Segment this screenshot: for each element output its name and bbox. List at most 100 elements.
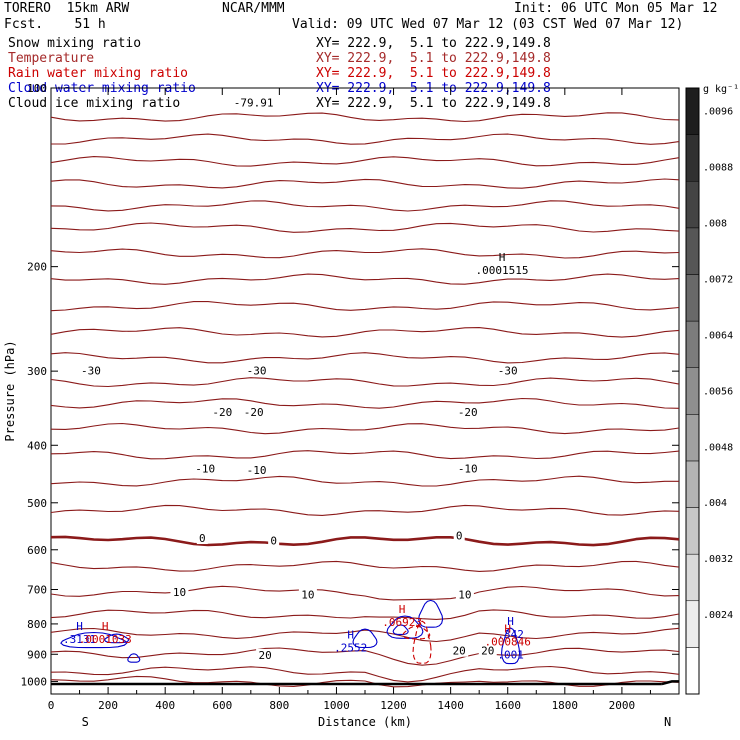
temperature-contour-label: 10	[458, 588, 471, 601]
y-tick-label: 600	[27, 544, 47, 557]
temperature-isotherm	[50, 665, 680, 683]
contour-label-bg	[192, 462, 218, 475]
y-tick-label: 900	[27, 648, 47, 661]
colorbar-tick-label: .0056	[703, 386, 733, 397]
temperature-isotherm	[50, 327, 680, 338]
temperature-isotherm	[50, 301, 680, 312]
high-marker: H	[504, 623, 511, 636]
temperature-isotherm	[50, 273, 680, 285]
temperature-contour-label: -10	[195, 463, 215, 476]
contour-label-bg	[298, 588, 317, 601]
model-title: TORERO 15km ARW	[4, 1, 130, 16]
contour-label-bg	[230, 96, 277, 109]
contour-label-bg	[450, 644, 469, 657]
x-tick-label: 1200	[380, 699, 407, 712]
contour-label-bg	[495, 364, 521, 377]
colorbar-frame	[685, 87, 700, 695]
temperature-contour-label: -30	[498, 365, 518, 378]
temperature-contour-label: 0	[270, 534, 277, 547]
field-xy-cloud-ice: XY= 222.9, 5.1 to 222.9,149.8	[316, 96, 551, 111]
temperature-contour-label: -20	[244, 406, 264, 419]
high-marker: H	[507, 615, 514, 628]
cloud-water-contour	[392, 624, 409, 635]
valid-time: Valid: 09 UTC Wed 07 Mar 12 (03 CST Wed …	[292, 17, 684, 32]
temperature-contour-label: -20	[212, 406, 232, 419]
field-name-temperature: Temperature	[8, 51, 95, 66]
rain-water-contour	[402, 625, 431, 640]
colorbar-tick-label: .0024	[703, 610, 733, 621]
cloud-water-contour	[127, 653, 141, 663]
x-tick-label: 200	[98, 699, 118, 712]
temperature-contour-label: 10	[173, 586, 186, 599]
temperature-isotherm	[50, 178, 680, 189]
x-tick-label: 2000	[609, 699, 636, 712]
contour-label-bg	[244, 463, 270, 476]
cloud-water-contour	[104, 633, 130, 644]
high-value-label: .2552	[334, 642, 367, 655]
y-axis-title: Pressure (hPa)	[3, 340, 17, 441]
temperature-isotherm	[50, 200, 680, 212]
contour-label-bg	[478, 644, 497, 657]
temperature-contour-label: 20	[481, 645, 494, 658]
temperature-isotherm	[50, 352, 680, 364]
high-value-label: .001	[497, 648, 524, 661]
y-tick-label: 400	[27, 439, 47, 452]
y-tick-label: 1000	[21, 675, 48, 688]
x-tick-label: 1000	[323, 699, 350, 712]
temperature-contour-label: -30	[81, 365, 101, 378]
high-marker: H	[399, 603, 406, 616]
high-value-label: .000846	[485, 636, 531, 649]
ground-surface-edge	[661, 680, 679, 686]
cloud-water-contour	[386, 615, 424, 639]
field-name-rain: Rain water mixing ratio	[8, 66, 189, 81]
temperature-isotherm	[50, 647, 680, 666]
contour-label-bg	[453, 529, 465, 542]
high-value-label: .0001033	[79, 633, 132, 646]
temperature-isotherm	[50, 504, 680, 516]
y-tick-label: 300	[27, 365, 47, 378]
y-tick-label: 800	[27, 618, 47, 631]
high-marker: H	[102, 620, 109, 633]
contour-label-bg	[170, 585, 189, 598]
temperature-contour-label: 0	[456, 529, 463, 542]
y-tick-label: 700	[27, 584, 47, 597]
x-tick-label: 1400	[437, 699, 464, 712]
high-value-label: .3131	[63, 633, 96, 646]
colorbar-tick-label: .008	[703, 219, 727, 230]
forecast-hour: Fcst. 51 h	[4, 17, 106, 32]
temperature-contour-label: 10	[301, 588, 314, 601]
y-tick-label: 500	[27, 497, 47, 510]
temperature-contour-label: -10	[458, 463, 478, 476]
field-xy-rain: XY= 222.9, 5.1 to 222.9,149.8	[316, 66, 551, 81]
temperature-contour-label: -30	[247, 365, 267, 378]
contour-label-bg	[78, 364, 104, 377]
temperature-isotherm	[50, 609, 680, 620]
contour-label-bg	[196, 532, 208, 545]
colorbar-tick-label: .004	[703, 498, 727, 509]
x-tick-label: 1800	[552, 699, 579, 712]
colorbar-bin	[685, 600, 700, 648]
temperature-contour-label: 20	[453, 645, 466, 658]
temperature-isotherm	[50, 222, 680, 233]
colorbar-bin	[685, 180, 700, 229]
contour-label-bg	[455, 462, 481, 475]
contour-label-bg	[244, 364, 270, 377]
cloud-water-contour	[352, 628, 378, 649]
high-marker: H	[76, 620, 83, 633]
colorbar-tick-label: .0096	[703, 107, 733, 118]
colorbar-tick-label: .0064	[703, 330, 733, 341]
temperature-isotherm	[50, 422, 680, 435]
colorbar-bin	[685, 647, 700, 695]
temperature-isotherm	[50, 627, 680, 643]
colorbar-bin	[685, 87, 700, 135]
contour-label-bg	[455, 588, 474, 601]
cloud-water-contour	[418, 599, 444, 628]
x-tick-label: 0	[48, 699, 55, 712]
init-time: Init: 06 UTC Mon 05 Mar 12	[514, 1, 718, 16]
freezing-level-isotherm	[50, 535, 680, 547]
y-tick-label: 100	[27, 82, 47, 95]
colorbar-bin	[685, 507, 700, 555]
colorbar-tick-label: .0072	[703, 274, 733, 285]
